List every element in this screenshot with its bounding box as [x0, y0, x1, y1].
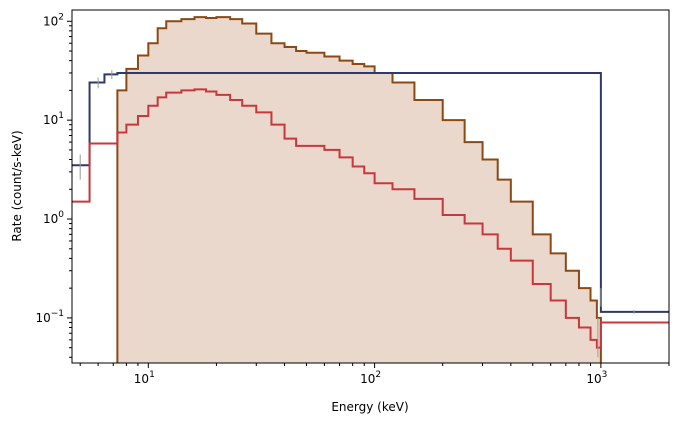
- plot-area: [72, 16, 669, 363]
- x-axis-label: Energy (keV): [331, 400, 408, 414]
- series-0-line: [72, 71, 669, 313]
- y-axis-label: Rate (count/s-keV): [10, 130, 24, 241]
- series-2-fill: [117, 17, 601, 363]
- series-2-line: [116, 16, 602, 363]
- plot-frame: [71, 9, 670, 364]
- series-1-line: [72, 88, 669, 349]
